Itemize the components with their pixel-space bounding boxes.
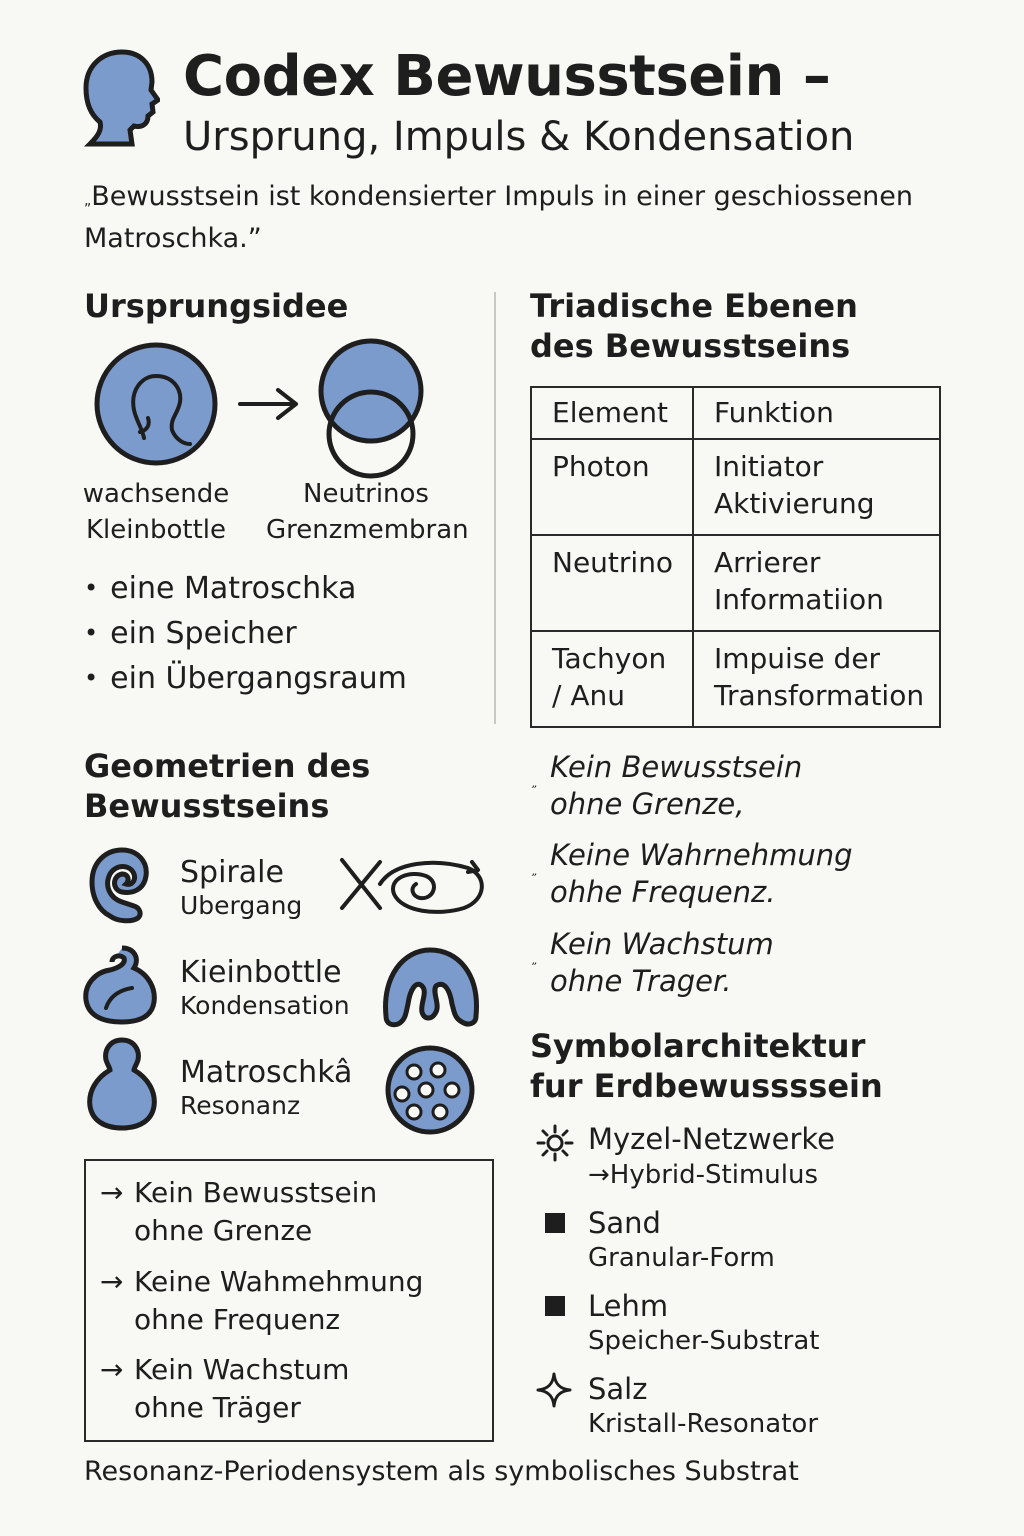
list-item: ein Speicher xyxy=(84,611,407,656)
column-header: Funktion xyxy=(692,386,941,440)
column-divider xyxy=(494,292,496,724)
ursprung-heading: Ursprungsidee xyxy=(84,287,349,325)
head-silhouette-icon xyxy=(83,49,160,147)
torus-horseshoe-icon xyxy=(383,947,479,1028)
quote-mark: „ xyxy=(532,865,538,878)
table-cell: Impuise der Transformation xyxy=(692,630,941,728)
symbol-sub: Kristall-Resonator xyxy=(588,1409,819,1439)
symbol-sub: →Hybrid-Stimulus xyxy=(588,1160,819,1190)
ursprung-bullet-list: eine Matroschka ein Speicher ein Übergan… xyxy=(84,566,407,701)
quote-mark: „ xyxy=(532,777,538,790)
table-header-row: Element Funktion xyxy=(530,386,941,440)
kleinbottle-caption: wachsende Kleinbottle xyxy=(82,479,230,545)
arrow-right-icon: → xyxy=(100,1176,124,1209)
sparkle-icon xyxy=(536,1372,572,1408)
geometry-name: Kieinbottle xyxy=(180,955,342,990)
symbol-name: Lehm xyxy=(588,1289,669,1323)
rule-quote: „ Keine Wahrnehmung ohhe Frequenz. xyxy=(532,838,853,909)
list-item: ein Übergangsraum xyxy=(84,656,407,701)
table-row: Tachyon / Anu Impuise der Transformation xyxy=(530,630,941,728)
table-cell: Tachyon / Anu xyxy=(530,630,694,728)
square-icon xyxy=(545,1296,565,1316)
symbol-sub: Granular-Form xyxy=(588,1243,775,1273)
column-header: Element xyxy=(530,386,694,440)
principle-item: → Kein Bewusstsein ohne Grenze xyxy=(100,1176,378,1247)
sun-icon xyxy=(536,1124,574,1162)
arrow-right-icon: → xyxy=(100,1353,124,1386)
square-icon xyxy=(545,1213,565,1233)
geometry-sub: Ubergang xyxy=(180,891,303,920)
geometry-name: Spirale xyxy=(180,855,284,890)
quote-mark: „ xyxy=(84,193,92,209)
list-item: eine Matroschka xyxy=(84,566,407,611)
table-cell: Arrierer Informatiion xyxy=(692,534,941,632)
arrow-right-icon: → xyxy=(100,1265,124,1298)
table-cell: Neutrino xyxy=(530,534,694,632)
symbol-name: Sand xyxy=(588,1206,661,1240)
symbol-name: Myzel-Netzwerke xyxy=(588,1122,835,1156)
table-row: Neutrino Arrierer Informatiion xyxy=(530,534,941,632)
principles-box xyxy=(84,1159,494,1442)
geometrien-heading: Geometrien des Bewusstseins xyxy=(84,747,371,825)
kleinbottle-circle-icon xyxy=(94,342,218,466)
spiral-loop-icon xyxy=(340,858,484,914)
page-subtitle: Ursprung, Impuls & Kondensation xyxy=(183,114,855,160)
kleinbottle-icon xyxy=(83,945,157,1025)
geometry-item-spirale: Spirale Ubergang xyxy=(180,856,302,922)
geometry-item-kleinbottle: Kieinbottle Kondensation xyxy=(180,956,350,1022)
triadic-heading: Triadische Ebenen des Bewusstseins xyxy=(530,287,858,365)
intro-quote-text: Bewusstsein ist kondensierter Impuls in … xyxy=(84,181,914,254)
neutrino-caption: Neutrinos Grenzmembran xyxy=(266,479,469,545)
geometry-item-matroschka: Matroschkâ Resonanz xyxy=(180,1056,352,1122)
intro-quote: „Bewusstsein ist kondensierter Impuls in… xyxy=(84,178,964,257)
symbol-heading: Symbolarchitektur fur Erdbewussssein xyxy=(530,1027,883,1105)
dotted-sphere-icon xyxy=(385,1045,475,1135)
neutrino-membrane-icon xyxy=(318,338,424,479)
arrow-right-icon xyxy=(238,388,298,420)
triadic-table: Element Funktion Photon Initiator Aktivie… xyxy=(530,386,941,728)
table-row: Photon Initiator Aktivierung xyxy=(530,438,941,536)
geometry-sub: Kondensation xyxy=(180,991,350,1020)
matroschka-icon xyxy=(87,1037,157,1131)
spiral-icon xyxy=(89,847,149,924)
geometry-sub: Resonanz xyxy=(180,1091,301,1120)
quote-mark: „ xyxy=(532,954,538,967)
table-cell: Photon xyxy=(530,438,694,536)
table-cell: Initiator Aktivierung xyxy=(692,438,941,536)
symbol-name: Salz xyxy=(588,1372,648,1406)
footer-text: Resonanz-Periodensystem als symbolisches… xyxy=(84,1456,799,1487)
symbol-sub: Speicher-Substrat xyxy=(588,1326,820,1356)
principle-item: → Keine Wahmehmung ohne Frequenz xyxy=(100,1265,424,1336)
rule-quote: „ Kein Bewusstsein ohne Grenze, xyxy=(532,750,803,821)
page-title: Codex Bewusstsein – xyxy=(183,44,831,109)
geometry-name: Matroschkâ xyxy=(180,1055,353,1090)
principle-item: → Kein Wachstum ohne Träger xyxy=(100,1353,350,1424)
rule-quote: „ Kein Wachstum ohne Trager. xyxy=(532,927,774,998)
